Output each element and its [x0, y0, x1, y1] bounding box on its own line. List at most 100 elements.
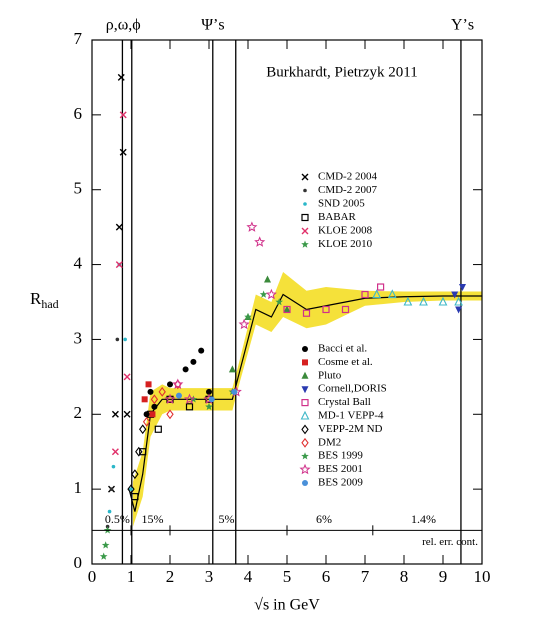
y-tick-label: 1 [74, 478, 83, 497]
data-point [147, 388, 154, 395]
legend-label: Pluto [318, 369, 342, 381]
data-point [182, 366, 189, 373]
data-point [283, 305, 291, 313]
x-tick-label: 6 [322, 567, 331, 586]
x-tick-label: 7 [361, 567, 370, 586]
x-tick-label: 3 [205, 567, 214, 586]
data-point [175, 392, 182, 399]
data-point [275, 298, 284, 306]
data-point [302, 309, 311, 317]
legend-marker [303, 188, 307, 193]
legend-marker [303, 202, 307, 206]
data-point [172, 378, 184, 390]
data-point [101, 541, 110, 549]
legend-label: CMD-2 2004 [318, 171, 377, 183]
error-label: 0.5% [105, 512, 130, 526]
data-point [454, 296, 463, 306]
data-point [99, 552, 108, 560]
data-point [129, 487, 133, 491]
error-note: rel. err. cont. [422, 536, 478, 548]
data-point [387, 289, 397, 299]
data-point [254, 236, 266, 247]
error-label: 6% [316, 512, 332, 526]
data-point [111, 448, 119, 456]
data-point [238, 318, 250, 330]
x-tick-label: 4 [244, 567, 253, 586]
y-tick-label: 6 [74, 104, 83, 123]
legend-marker [301, 452, 309, 460]
data-point [231, 388, 238, 395]
data-point [117, 73, 125, 81]
legend-label: BABAR [318, 211, 357, 223]
data-point [361, 290, 369, 299]
data-point [107, 509, 112, 514]
legend-marker [301, 424, 309, 435]
legend-label: BES 2001 [318, 463, 363, 475]
data-point [145, 381, 152, 388]
chart-title: Burkhardt, Pietrzyk 2011 [266, 64, 418, 80]
y-tick-label: 2 [74, 403, 83, 422]
legend-label: Bacci et al. [318, 343, 367, 355]
x-tick-label: 0 [88, 567, 97, 586]
legend-label: DM2 [318, 436, 341, 448]
x-tick-label: 8 [400, 567, 409, 586]
y-tick-label: 7 [74, 29, 83, 48]
data-point [135, 446, 143, 457]
data-point [149, 411, 156, 418]
legend-label: Crystal Ball [318, 396, 371, 408]
data-point [150, 394, 159, 405]
data-point [206, 388, 212, 395]
data-point [459, 284, 466, 292]
data-point [154, 425, 162, 433]
resonance-label: Ψ’s [201, 17, 224, 34]
data-point [419, 296, 428, 306]
legend-label: BES 2009 [318, 477, 363, 489]
x-tick-label: 5 [283, 567, 292, 586]
data-point [438, 296, 448, 306]
data-point [264, 275, 271, 283]
legend-marker [302, 359, 308, 366]
data-point [246, 221, 258, 232]
y-tick-label: 0 [74, 553, 83, 572]
data-point [131, 493, 139, 501]
x-axis-label: √s in GeV [254, 597, 320, 614]
data-point [244, 312, 252, 321]
data-point [451, 291, 459, 299]
legend-label: VEPP-2M ND [318, 423, 383, 435]
data-point [123, 410, 131, 418]
data-point [119, 148, 127, 156]
data-point [111, 410, 119, 418]
legend-marker [302, 346, 308, 352]
legend-label: MD-1 VEPP-4 [318, 410, 384, 422]
y-tick-label: 4 [74, 253, 83, 272]
data-point [208, 396, 215, 403]
x-tick-label: 10 [474, 567, 491, 586]
resonance-label: Υ’s [451, 17, 474, 34]
legend-label: Cornell,DORIS [318, 383, 387, 395]
legend-label: Cosme et al. [318, 356, 373, 368]
data-point [139, 424, 147, 435]
y-tick-label: 3 [74, 328, 83, 347]
legend-marker [299, 463, 311, 475]
data-point [372, 289, 382, 299]
data-point [109, 487, 114, 491]
data-point [111, 464, 116, 469]
resonance-label: ρ,ω,ϕ [106, 17, 141, 34]
legend-marker [301, 437, 309, 448]
data-point [127, 484, 135, 495]
legend-marker [301, 399, 309, 407]
data-point [115, 261, 123, 269]
data-point [123, 337, 127, 342]
legend-label: SND 2005 [318, 198, 365, 210]
legend-marker [301, 386, 309, 394]
data-point [131, 469, 139, 480]
legend-label: CMD-2 2007 [318, 184, 377, 196]
data-point [341, 305, 350, 314]
data-point [377, 283, 385, 291]
data-point [141, 396, 148, 403]
legend-marker [301, 240, 309, 248]
data-point [123, 373, 131, 381]
x-tick-label: 9 [439, 567, 448, 586]
legend-marker [301, 227, 309, 235]
legend-label: KLOE 2010 [318, 238, 373, 250]
